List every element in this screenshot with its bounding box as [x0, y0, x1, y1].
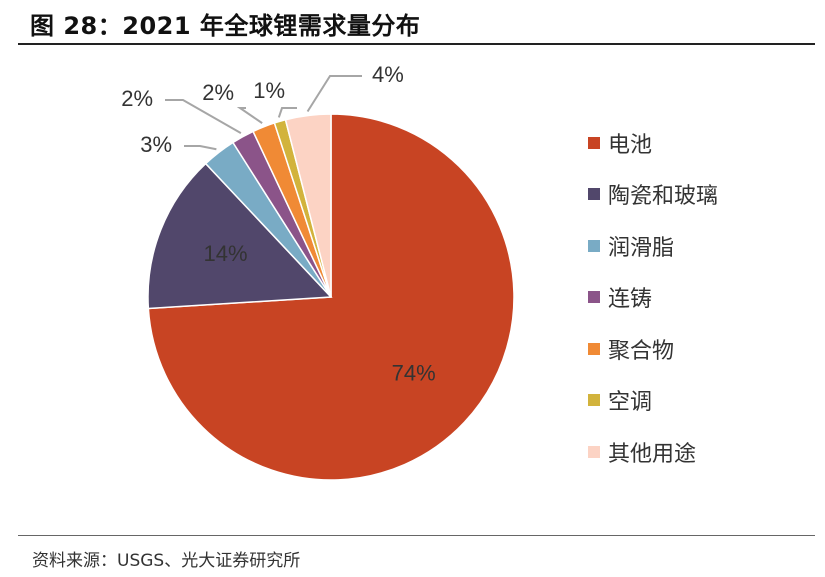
pie-chart: 74% 14% 3% 2% 2% 1% 4%: [121, 62, 515, 481]
legend-item-5: 聚合物: [588, 323, 718, 375]
legend-swatch: [588, 136, 600, 149]
legend-item-3: 润滑脂: [588, 220, 718, 272]
data-label-slice-7: 4%: [372, 62, 404, 87]
data-label-slice-3: 3%: [140, 132, 172, 157]
footer-divider: [18, 535, 815, 536]
legend-label: 空调: [608, 390, 653, 416]
legend-item-2: 陶瓷和玻璃: [588, 169, 718, 221]
legend-item-4: 连铸: [588, 272, 718, 324]
legend-label: 陶瓷和玻璃: [608, 184, 719, 210]
pie-slice-2: [147, 162, 333, 310]
legend-swatch: [588, 445, 600, 458]
data-label-slice-5: 2%: [202, 80, 234, 105]
legend-swatch: [588, 394, 600, 407]
legend-label: 电池: [608, 132, 653, 158]
leader-line-slice-3: [184, 145, 217, 151]
leader-line-slice-6: [277, 107, 297, 118]
legend-swatch: [588, 239, 600, 252]
legend-swatch: [588, 342, 600, 355]
data-label-slice-4: 2%: [121, 86, 153, 111]
legend-swatch: [588, 188, 600, 201]
legend-item-6: 空调: [588, 375, 718, 427]
legend-item-1: 电池: [588, 117, 718, 169]
leader-line-slice-7: [306, 75, 362, 113]
legend-label: 其他用途: [608, 441, 697, 467]
data-label-slice-1: 74%: [392, 360, 436, 385]
chart-legend: 电池陶瓷和玻璃润滑脂连铸聚合物空调其他用途: [588, 117, 718, 478]
data-label-slice-2: 14%: [203, 241, 247, 266]
legend-item-7: 其他用途: [588, 426, 718, 478]
legend-label: 润滑脂: [608, 235, 675, 261]
leader-line-slice-5: [236, 107, 263, 124]
chart-title: 图 28：2021 年全球锂需求量分布: [30, 12, 421, 40]
source-note: 资料来源：USGS、光大证券研究所: [32, 551, 301, 571]
data-label-slice-6: 1%: [253, 78, 285, 103]
title-divider: [18, 43, 815, 45]
legend-label: 聚合物: [608, 338, 675, 364]
pie-slice-7: [284, 113, 332, 298]
legend-label: 连铸: [608, 287, 653, 313]
leader-line-slice-4: [165, 99, 242, 134]
legend-swatch: [588, 291, 600, 304]
